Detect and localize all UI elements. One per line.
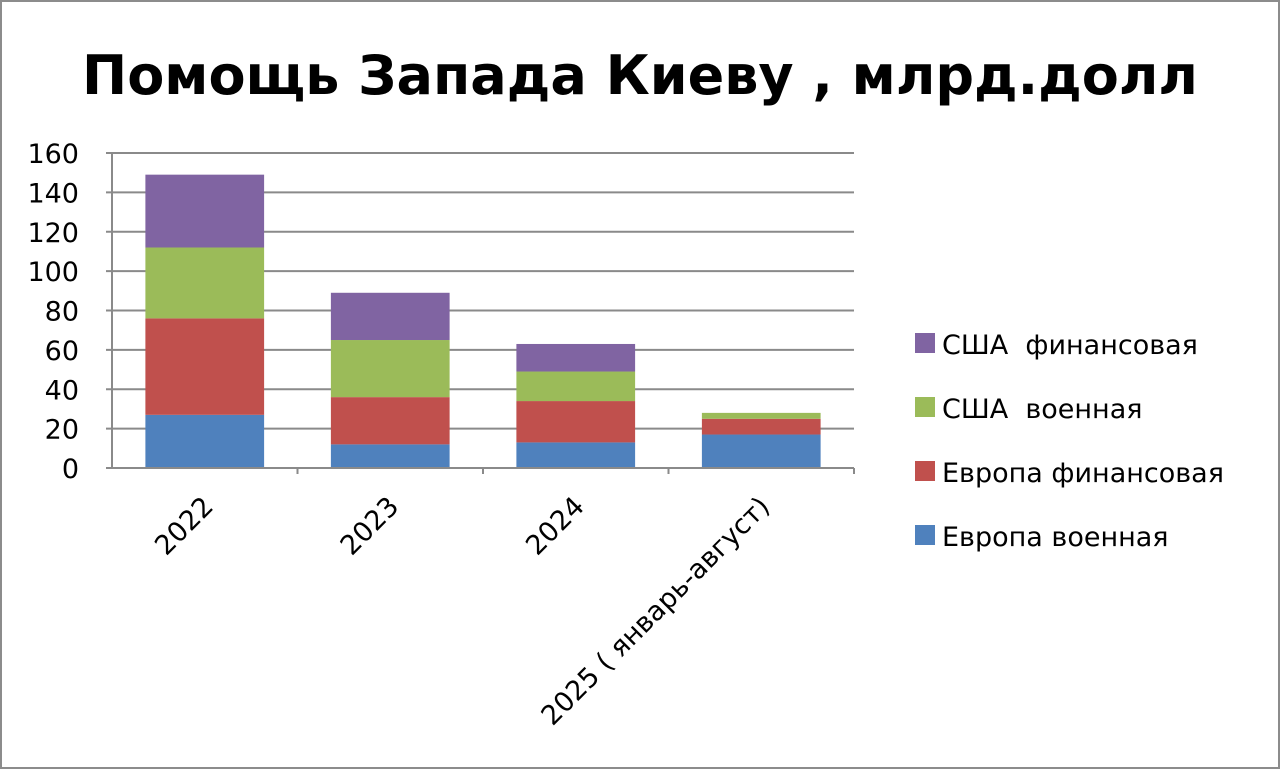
x-tick-label: 2023 bbox=[335, 491, 406, 562]
bar-segment bbox=[145, 414, 265, 468]
bar-segment bbox=[516, 401, 636, 443]
legend-swatch bbox=[915, 333, 935, 353]
y-tick-label: 140 bbox=[27, 178, 79, 209]
y-tick-label: 160 bbox=[27, 139, 79, 170]
bar-segment bbox=[330, 397, 450, 445]
legend-label: США финансовая bbox=[942, 330, 1198, 361]
bar-segment bbox=[145, 318, 265, 415]
bar-segment bbox=[330, 340, 450, 398]
legend-swatch bbox=[915, 461, 935, 481]
bar-segment bbox=[516, 371, 636, 402]
legend-label: США военная bbox=[942, 394, 1143, 425]
x-tick-label: 2024 bbox=[520, 491, 591, 562]
legend-swatch bbox=[915, 397, 935, 417]
bars bbox=[145, 174, 821, 468]
y-tick-label: 120 bbox=[27, 218, 79, 249]
bar-segment bbox=[330, 292, 450, 341]
bar-segment bbox=[701, 418, 821, 435]
legend: США финансовая США военная Европа финансов… bbox=[915, 330, 1224, 553]
y-tick-label: 0 bbox=[62, 454, 79, 485]
bar-segment bbox=[516, 343, 636, 372]
legend-label: Европа финансовая bbox=[942, 458, 1224, 489]
chart-title: Помощь Запада Киеву , млрд.долл bbox=[82, 44, 1198, 107]
y-tick-label: 100 bbox=[27, 257, 79, 288]
legend-swatch bbox=[915, 525, 935, 545]
x-tick-label: 2022 bbox=[149, 491, 220, 562]
y-tick-label: 40 bbox=[45, 375, 79, 406]
bar-segment bbox=[145, 247, 265, 319]
bar-segment bbox=[145, 174, 265, 248]
legend-label: Европа военная bbox=[942, 522, 1169, 553]
y-tick-label: 80 bbox=[45, 297, 79, 328]
bar-segment bbox=[516, 442, 636, 468]
bar-segment bbox=[330, 444, 450, 468]
bar-segment bbox=[701, 412, 821, 419]
y-tick-label: 20 bbox=[45, 415, 79, 446]
bar-segment bbox=[701, 434, 821, 468]
y-tick-label: 60 bbox=[45, 336, 79, 367]
